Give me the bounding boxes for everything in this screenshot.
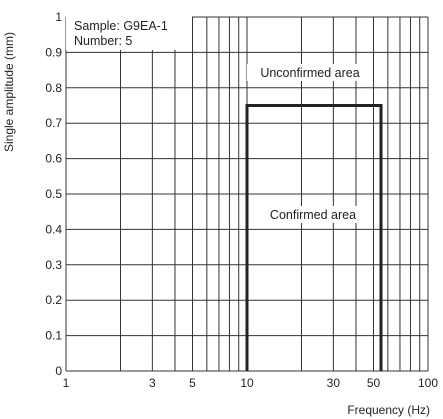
- y-tick-label: 0.5: [45, 187, 62, 201]
- unconfirmed-area-label: Unconfirmed area: [260, 66, 359, 80]
- tick-labels: 0 0.1 0.2 0.3 0.4 0.5 0.6 0.7 0.8 0.9 1 1 3 5 10 30 50 10…: [45, 10, 438, 390]
- x-tick-label: 5: [189, 376, 196, 390]
- y-tick-label: 0.4: [45, 222, 62, 236]
- x-tick-label: 100: [418, 376, 438, 390]
- y-tick-label: 0.6: [45, 152, 62, 166]
- x-tick-label: 50: [367, 376, 381, 390]
- y-tick-label: 0.2: [45, 293, 62, 307]
- sample-label: Sample: G9EA-1: [74, 19, 168, 33]
- y-tick-label: 0.9: [45, 45, 62, 59]
- number-label: Number: 5: [74, 34, 132, 48]
- sample-info-box: [66, 10, 192, 50]
- confirmed-label-bg: [258, 206, 368, 223]
- x-tick-label: 3: [149, 376, 156, 390]
- y-tick-label: 0.7: [45, 116, 62, 130]
- x-tick-label: 1: [63, 376, 70, 390]
- y-tick-label: 1: [55, 10, 62, 24]
- confirmed-area-label: Confirmed area: [270, 208, 356, 222]
- x-tick-label: 30: [327, 376, 341, 390]
- y-tick-label: 0: [55, 364, 62, 378]
- y-axis-label: Single amplitude (mm): [2, 32, 16, 152]
- boundary-layer: [245, 104, 383, 371]
- y-tick-label: 0.3: [45, 258, 62, 272]
- unconfirmed-label-bg: [247, 64, 373, 81]
- x-tick-label: 10: [240, 376, 254, 390]
- x-axis-label: Frequency (Hz): [347, 403, 430, 417]
- y-tick-label: 0.8: [45, 81, 62, 95]
- y-tick-label: 0.1: [45, 329, 62, 343]
- confirmed-area-boundary: [245, 104, 383, 371]
